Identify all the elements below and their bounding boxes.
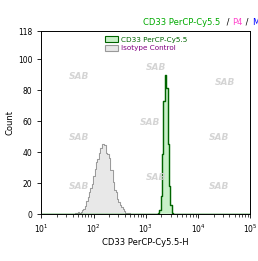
Text: SAB: SAB — [209, 182, 229, 191]
Text: P4: P4 — [232, 18, 243, 27]
Text: SAB: SAB — [215, 78, 235, 87]
Text: CD33 PerCP-Cy5.5: CD33 PerCP-Cy5.5 — [143, 18, 220, 27]
Text: SAB: SAB — [69, 73, 89, 81]
Text: SAB: SAB — [146, 63, 166, 72]
Text: SAB: SAB — [69, 182, 89, 191]
Legend: CD33 PerCP-Cy5.5, Isotype Control: CD33 PerCP-Cy5.5, Isotype Control — [103, 35, 189, 53]
Y-axis label: Count: Count — [6, 110, 15, 135]
Text: SAB: SAB — [140, 118, 160, 127]
Text: /: / — [243, 18, 251, 27]
Text: SAB: SAB — [146, 173, 166, 182]
Text: SAB: SAB — [209, 133, 229, 142]
Text: /: / — [224, 18, 232, 27]
Text: SAB: SAB — [69, 133, 89, 142]
Text: Mono: Mono — [252, 18, 258, 27]
X-axis label: CD33 PerCP-Cy5.5-H: CD33 PerCP-Cy5.5-H — [102, 238, 189, 247]
